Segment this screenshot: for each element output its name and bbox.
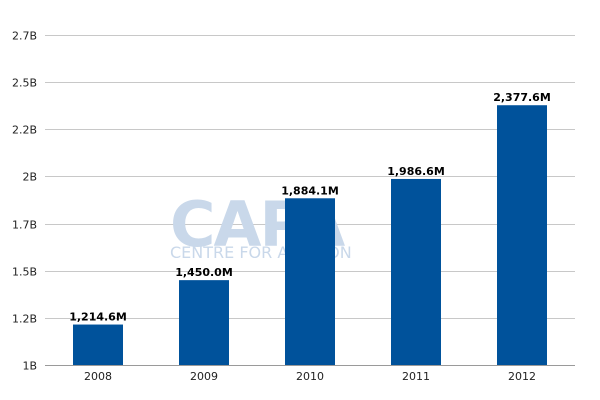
x-tick-label-2009: 2009 bbox=[190, 370, 218, 383]
data-label-2008: 1,214.6M bbox=[69, 311, 127, 324]
y-tick-label: 1B bbox=[22, 360, 37, 373]
y-tick-label: 1.2B bbox=[12, 313, 37, 326]
data-label-2009: 1,450.0M bbox=[175, 266, 233, 279]
x-tick-label-2008: 2008 bbox=[84, 370, 112, 383]
data-label-2012: 2,377.6M bbox=[493, 91, 551, 104]
y-tick-label: 2.7B bbox=[12, 30, 37, 43]
y-tick-label: 1.7B bbox=[12, 219, 37, 232]
bar-2010 bbox=[285, 198, 335, 365]
data-label-2011: 1,986.6M bbox=[387, 165, 445, 178]
bars bbox=[73, 105, 547, 365]
data-labels: 1,214.6M 1,450.0M 1,884.1M 1,986.6M 2,377.6M bbox=[69, 91, 551, 323]
x-tick-label-2012: 2012 bbox=[508, 370, 536, 383]
y-tick-label: 1.5B bbox=[12, 266, 37, 279]
x-tick-label-2010: 2010 bbox=[296, 370, 324, 383]
bar-2011 bbox=[391, 178, 441, 365]
bar-2009 bbox=[179, 280, 229, 365]
axes: 1B 1.2B 1.5B 1.7B 2B 2.2B 2.5B 2.7B 2008 2009 2010… bbox=[12, 30, 575, 383]
x-tick-label-2011: 2011 bbox=[402, 370, 430, 383]
y-tick-label: 2B bbox=[22, 171, 37, 184]
bar-2012 bbox=[497, 105, 547, 365]
y-tick-label: 2.2B bbox=[12, 124, 37, 137]
y-tick-label: 2.5B bbox=[12, 77, 37, 90]
data-label-2010: 1,884.1M bbox=[281, 184, 339, 197]
bar-2008 bbox=[73, 324, 123, 365]
